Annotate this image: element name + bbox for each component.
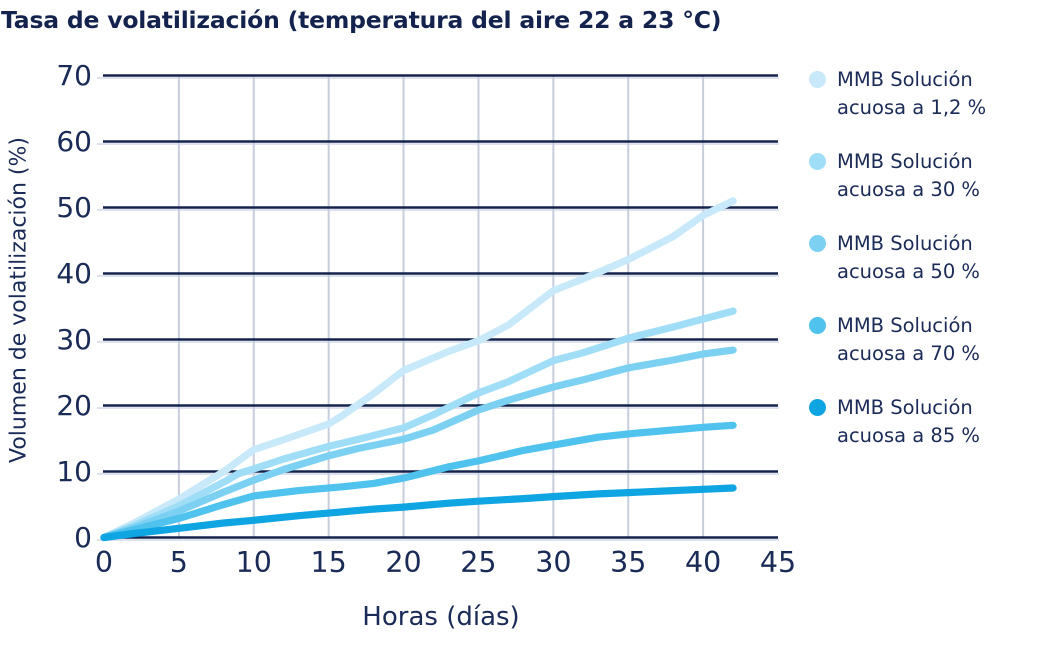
legend-label: MMB Solución acuosa a 1,2 %: [837, 68, 987, 119]
series-line-50: [100, 346, 737, 542]
legend-color-dot-icon: [809, 399, 826, 416]
series-line-1-2: [100, 197, 737, 542]
x-tick-label: 10: [235, 546, 272, 579]
y-tick-label: 70: [56, 58, 92, 92]
series-line-30: [100, 307, 737, 542]
y-tick-label: 40: [56, 256, 92, 290]
legend-label: MMB Solución acuosa a 50 %: [837, 232, 980, 283]
legend: MMB Solución acuosa a 1,2 % MMB Solución ac…: [809, 66, 1037, 476]
legend-color-dot-icon: [809, 317, 826, 334]
legend-label: MMB Solución acuosa a 30 %: [837, 150, 980, 201]
legend-color-dot-icon: [809, 71, 826, 88]
x-tick-label: 45: [759, 546, 797, 579]
y-tick-label: 20: [56, 388, 92, 422]
y-tick-label: 60: [56, 124, 92, 158]
y-axis-title: Volumen de volatilización (%): [6, 137, 32, 463]
legend-item: MMB Solución acuosa a 1,2 %: [809, 66, 1037, 121]
legend-item: MMB Solución acuosa a 50 %: [809, 230, 1037, 285]
x-tick-label: 35: [610, 546, 647, 579]
series-line-70: [100, 421, 737, 542]
x-tick-label: 5: [169, 546, 188, 579]
x-axis-title: Horas (días): [362, 602, 520, 632]
y-tick-label: 30: [56, 322, 92, 356]
legend-item: MMB Solución acuosa a 85 %: [809, 394, 1037, 449]
legend-color-dot-icon: [809, 235, 826, 252]
legend-label: MMB Solución acuosa a 85 %: [837, 396, 980, 447]
legend-color-dot-icon: [809, 153, 826, 170]
y-tick-label: 0: [74, 520, 92, 554]
x-tick-label: 25: [460, 546, 497, 579]
x-tick-label: 0: [94, 546, 114, 579]
x-tick-label: 40: [684, 546, 722, 579]
x-tick-label: 30: [535, 546, 572, 579]
y-tick-label: 10: [56, 454, 92, 488]
legend-item: MMB Solución acuosa a 30 %: [809, 148, 1037, 203]
x-tick-label: 15: [310, 546, 347, 579]
legend-item: MMB Solución acuosa a 70 %: [809, 312, 1037, 367]
y-tick-label: 50: [56, 190, 92, 224]
series-line-85: [100, 484, 737, 542]
x-tick-label: 20: [385, 546, 422, 579]
legend-label: MMB Solución acuosa a 70 %: [837, 314, 980, 365]
chart-title: Tasa de volatilización (temperatura del …: [1, 6, 722, 34]
